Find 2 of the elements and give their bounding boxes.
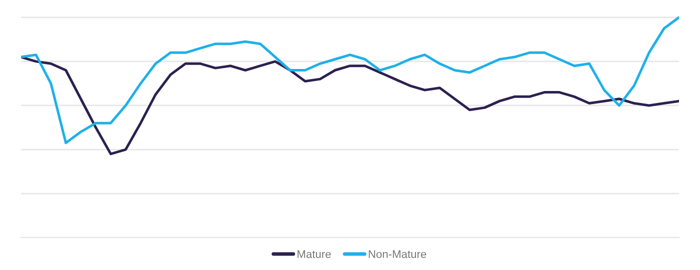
legend-label: Non-Mature <box>368 250 426 258</box>
legend-label: Mature <box>298 250 331 258</box>
